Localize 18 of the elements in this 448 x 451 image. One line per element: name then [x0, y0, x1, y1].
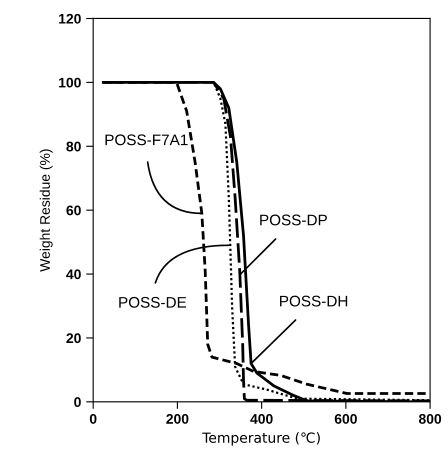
annotation: POSS-F7A1 [106, 134, 188, 146]
y-tick-label: 80 [66, 142, 81, 152]
y-tick-label: 40 [66, 269, 81, 280]
y-tick-label: 0 [74, 397, 81, 408]
annotation: POSS-DH [280, 296, 348, 306]
x-tick-label: 200 [166, 414, 188, 424]
x-tick-label: 400 [250, 414, 273, 424]
y-tick-label: 120 [59, 14, 81, 24]
x-tick-label: 0 [90, 414, 96, 424]
y-tick-label: 100 [59, 78, 81, 88]
y-tick-label: 60 [66, 206, 81, 216]
annotation: POSS-DE [119, 296, 186, 308]
x-tick-label: 800 [418, 414, 442, 424]
y-axis-title: Weight Residue (%) [40, 149, 53, 272]
x-axis-title: Temperature (℃) [202, 432, 320, 446]
y-tick-label: 20 [66, 333, 81, 344]
annotation: POSS-DP [260, 214, 327, 226]
x-tick-label: 600 [334, 414, 357, 424]
